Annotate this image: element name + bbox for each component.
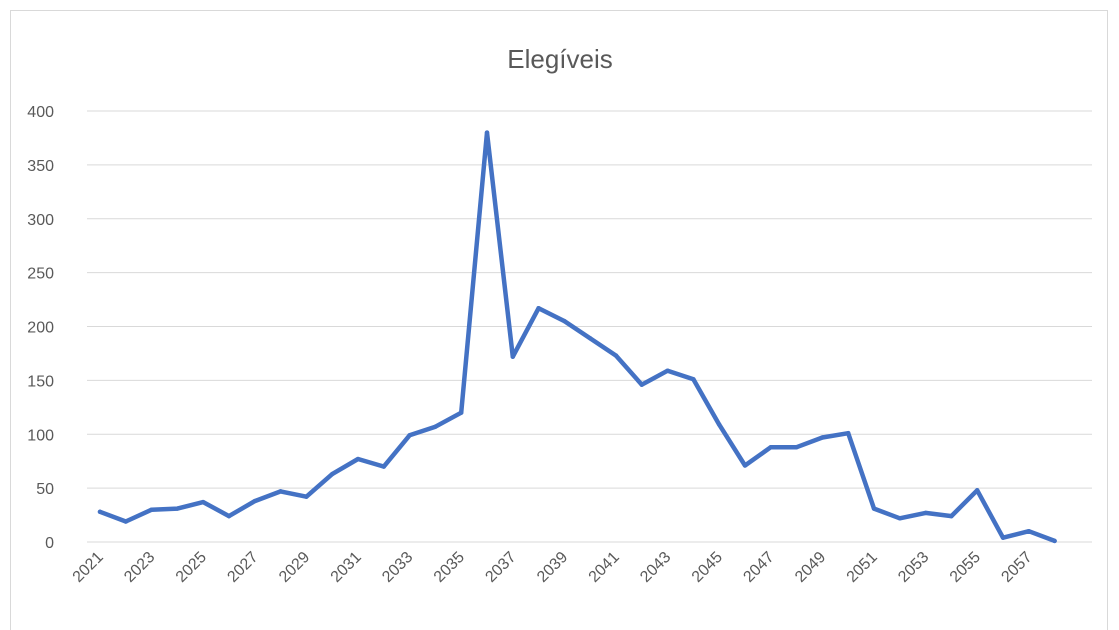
data-point xyxy=(742,463,748,468)
data-point xyxy=(846,430,851,436)
data-point xyxy=(639,382,644,387)
data-point xyxy=(510,354,515,359)
data-point xyxy=(975,488,980,493)
data-point xyxy=(691,377,696,382)
y-tick-label: 400 xyxy=(27,104,54,121)
x-tick-label: 2021 xyxy=(70,549,107,586)
data-point xyxy=(1000,535,1006,540)
data-point xyxy=(717,422,722,427)
data-point xyxy=(949,513,954,519)
y-tick-label: 350 xyxy=(27,158,54,175)
data-point xyxy=(355,456,361,462)
x-tick-label: 2039 xyxy=(534,549,571,586)
data-point xyxy=(484,130,490,135)
data-point xyxy=(1052,538,1057,544)
x-tick-label: 2055 xyxy=(947,549,984,586)
data-point xyxy=(407,433,412,438)
series-layer xyxy=(97,130,1057,544)
data-point xyxy=(278,489,283,494)
data-point xyxy=(97,509,103,515)
data-point xyxy=(536,305,541,311)
data-point xyxy=(1026,529,1032,534)
data-point xyxy=(768,444,773,450)
x-tick-label: 2023 xyxy=(121,549,158,586)
data-point xyxy=(201,499,206,505)
data-point xyxy=(381,464,386,469)
x-tick-label: 2037 xyxy=(482,549,519,586)
x-tick-label: 2051 xyxy=(844,549,881,586)
x-tick-label: 2025 xyxy=(173,549,210,586)
data-point xyxy=(123,519,128,524)
data-point xyxy=(794,444,799,450)
data-point xyxy=(820,435,825,440)
x-tick-label: 2045 xyxy=(689,549,726,586)
y-tick-label: 50 xyxy=(36,481,54,498)
x-tick-label: 2035 xyxy=(431,549,468,586)
data-point xyxy=(562,318,567,324)
x-tick-label: 2029 xyxy=(276,549,313,586)
data-point xyxy=(226,513,232,519)
data-point xyxy=(175,506,180,511)
data-point xyxy=(304,494,309,499)
x-axis-ticks: 2021 2023 2025 2027 2029 2031 2033 2035 2037 2039… xyxy=(70,549,1036,586)
data-point xyxy=(459,410,464,415)
x-tick-label: 2031 xyxy=(328,549,365,586)
x-tick-label: 2053 xyxy=(895,549,932,586)
x-tick-label: 2041 xyxy=(586,549,623,586)
data-point xyxy=(923,510,928,516)
x-tick-label: 2057 xyxy=(998,549,1035,586)
y-tick-label: 200 xyxy=(27,320,54,337)
data-point xyxy=(613,353,619,358)
y-tick-label: 0 xyxy=(45,535,54,552)
data-point xyxy=(871,506,877,511)
data-point xyxy=(433,424,438,429)
gridlines xyxy=(87,110,1092,543)
x-tick-label: 2047 xyxy=(740,549,777,586)
x-tick-label: 2033 xyxy=(379,549,416,586)
x-tick-label: 2043 xyxy=(637,549,674,586)
data-point xyxy=(588,336,593,341)
series-line xyxy=(97,130,1057,544)
y-tick-label: 300 xyxy=(27,212,54,229)
data-point xyxy=(330,471,335,477)
chart-title: Elegíveis xyxy=(507,44,613,74)
x-tick-label: 2049 xyxy=(792,549,829,586)
y-tick-label: 250 xyxy=(27,266,54,283)
y-tick-label: 150 xyxy=(27,373,54,390)
y-axis-ticks: 0 50 100 150 200 250 300 350 400 xyxy=(27,104,54,552)
data-point xyxy=(149,507,154,512)
data-point xyxy=(897,516,902,521)
data-point xyxy=(252,498,257,504)
data-point xyxy=(665,368,670,373)
y-tick-label: 100 xyxy=(27,427,54,444)
x-tick-label: 2027 xyxy=(224,549,261,586)
